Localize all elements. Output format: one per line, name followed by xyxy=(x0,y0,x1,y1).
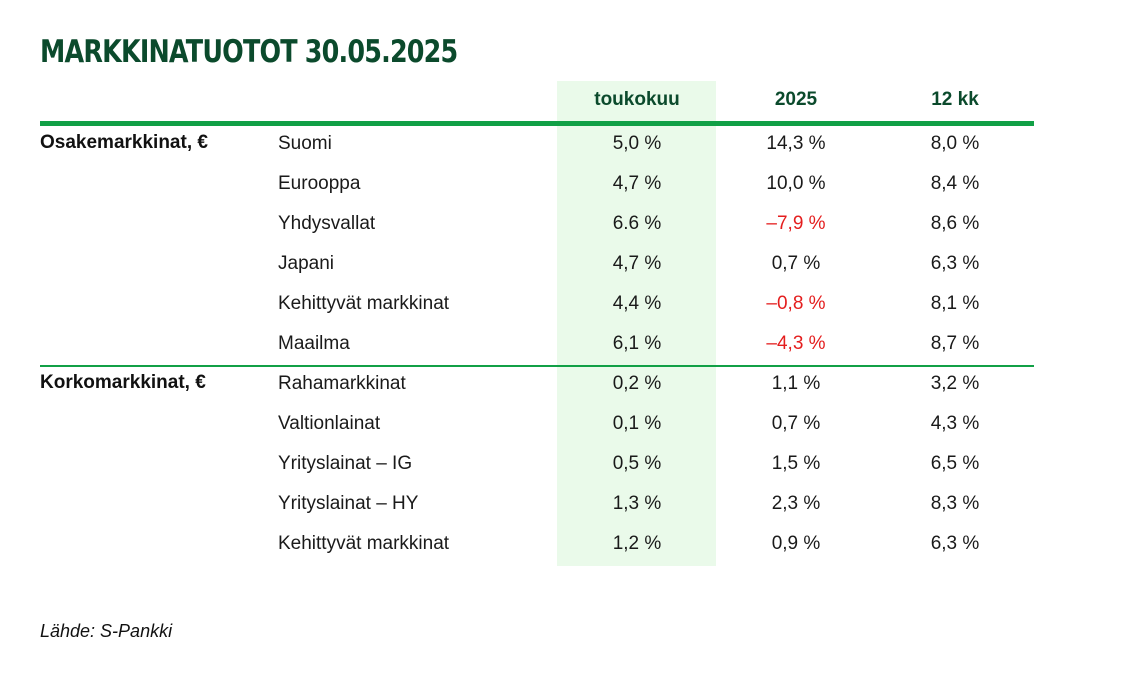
value-cell: –0,8 % xyxy=(766,293,826,314)
column-header-12kk: 12 kk xyxy=(931,89,979,110)
row-label: Kehittyvät markkinat xyxy=(278,293,450,314)
group-label-fixed-income: Korkomarkkinat, € xyxy=(40,372,206,393)
value-cell: 2,3 % xyxy=(771,493,821,514)
row-label: Eurooppa xyxy=(278,173,361,194)
value-cell: 0,2 % xyxy=(612,373,662,394)
value-cell: 8,1 % xyxy=(930,293,980,314)
value-cell: 6,1 % xyxy=(612,333,662,354)
value-cell: 8,7 % xyxy=(930,333,980,354)
table-row: Rahamarkkinat 0,2 % 1,1 % 3,2 % xyxy=(0,364,1133,404)
row-label: Japani xyxy=(278,253,334,274)
row-label: Yrityslainat – IG xyxy=(278,453,413,474)
value-cell: 4,4 % xyxy=(612,293,662,314)
group-label-equity: Osakemarkkinat, € xyxy=(40,132,208,153)
value-cell: 6.6 % xyxy=(612,213,662,234)
value-cell: 8,3 % xyxy=(930,493,980,514)
row-label: Yrityslainat – HY xyxy=(278,493,419,514)
value-cell: 0,7 % xyxy=(771,413,821,434)
value-cell: 1,3 % xyxy=(612,493,662,514)
value-cell: 8,4 % xyxy=(930,173,980,194)
value-cell: 4,7 % xyxy=(612,173,662,194)
page-title: MARKKINATUOTOT 30.05.2025 xyxy=(40,34,458,70)
table-row: Eurooppa 4,7 % 10,0 % 8,4 % xyxy=(0,164,1133,204)
value-cell: 4,3 % xyxy=(930,413,980,434)
row-label: Rahamarkkinat xyxy=(278,373,406,394)
value-cell: 1,5 % xyxy=(771,453,821,474)
value-cell: 10,0 % xyxy=(766,173,826,194)
value-cell: 3,2 % xyxy=(930,373,980,394)
value-cell: 6,3 % xyxy=(930,533,980,554)
group-divider xyxy=(40,365,1034,367)
value-cell: 5,0 % xyxy=(612,133,662,154)
value-cell: 6,3 % xyxy=(930,253,980,274)
value-cell: 1,1 % xyxy=(771,373,821,394)
value-cell: 0,7 % xyxy=(771,253,821,274)
value-cell: 8,6 % xyxy=(930,213,980,234)
table-row: Japani 4,7 % 0,7 % 6,3 % xyxy=(0,244,1133,284)
source-note: Lähde: S-Pankki xyxy=(40,621,173,641)
table-row: Kehittyvät markkinat 4,4 % –0,8 % 8,1 % xyxy=(0,284,1133,324)
column-header-toukokuu: toukokuu xyxy=(594,89,680,110)
value-cell: –7,9 % xyxy=(766,213,826,234)
row-label: Valtionlainat xyxy=(278,413,381,434)
table-row: Valtionlainat 0,1 % 0,7 % 4,3 % xyxy=(0,404,1133,444)
value-cell: 1,2 % xyxy=(612,533,662,554)
value-cell: –4,3 % xyxy=(766,333,826,354)
table-row: Maailma 6,1 % –4,3 % 8,7 % xyxy=(0,324,1133,364)
row-label: Kehittyvät markkinat xyxy=(278,533,450,554)
value-cell: 6,5 % xyxy=(930,453,980,474)
row-label: Maailma xyxy=(278,333,350,354)
value-cell: 0,5 % xyxy=(612,453,662,474)
value-cell: 0,9 % xyxy=(771,533,821,554)
value-cell: 14,3 % xyxy=(766,133,826,154)
value-cell: 0,1 % xyxy=(612,413,662,434)
row-label: Yhdysvallat xyxy=(278,213,376,234)
table-row: Suomi 5,0 % 14,3 % 8,0 % xyxy=(0,124,1133,164)
header-divider xyxy=(40,121,1034,126)
table-row: Yrityslainat – IG 0,5 % 1,5 % 6,5 % xyxy=(0,444,1133,484)
column-header-2025: 2025 xyxy=(774,89,818,110)
table-row: Kehittyvät markkinat 1,2 % 0,9 % 6,3 % xyxy=(0,524,1133,564)
value-cell: 4,7 % xyxy=(612,253,662,274)
table-row: Yhdysvallat 6.6 % –7,9 % 8,6 % xyxy=(0,204,1133,244)
row-label: Suomi xyxy=(278,133,332,154)
table-row: Yrityslainat – HY 1,3 % 2,3 % 8,3 % xyxy=(0,484,1133,524)
value-cell: 8,0 % xyxy=(930,133,980,154)
highlighted-column-background xyxy=(557,81,716,566)
